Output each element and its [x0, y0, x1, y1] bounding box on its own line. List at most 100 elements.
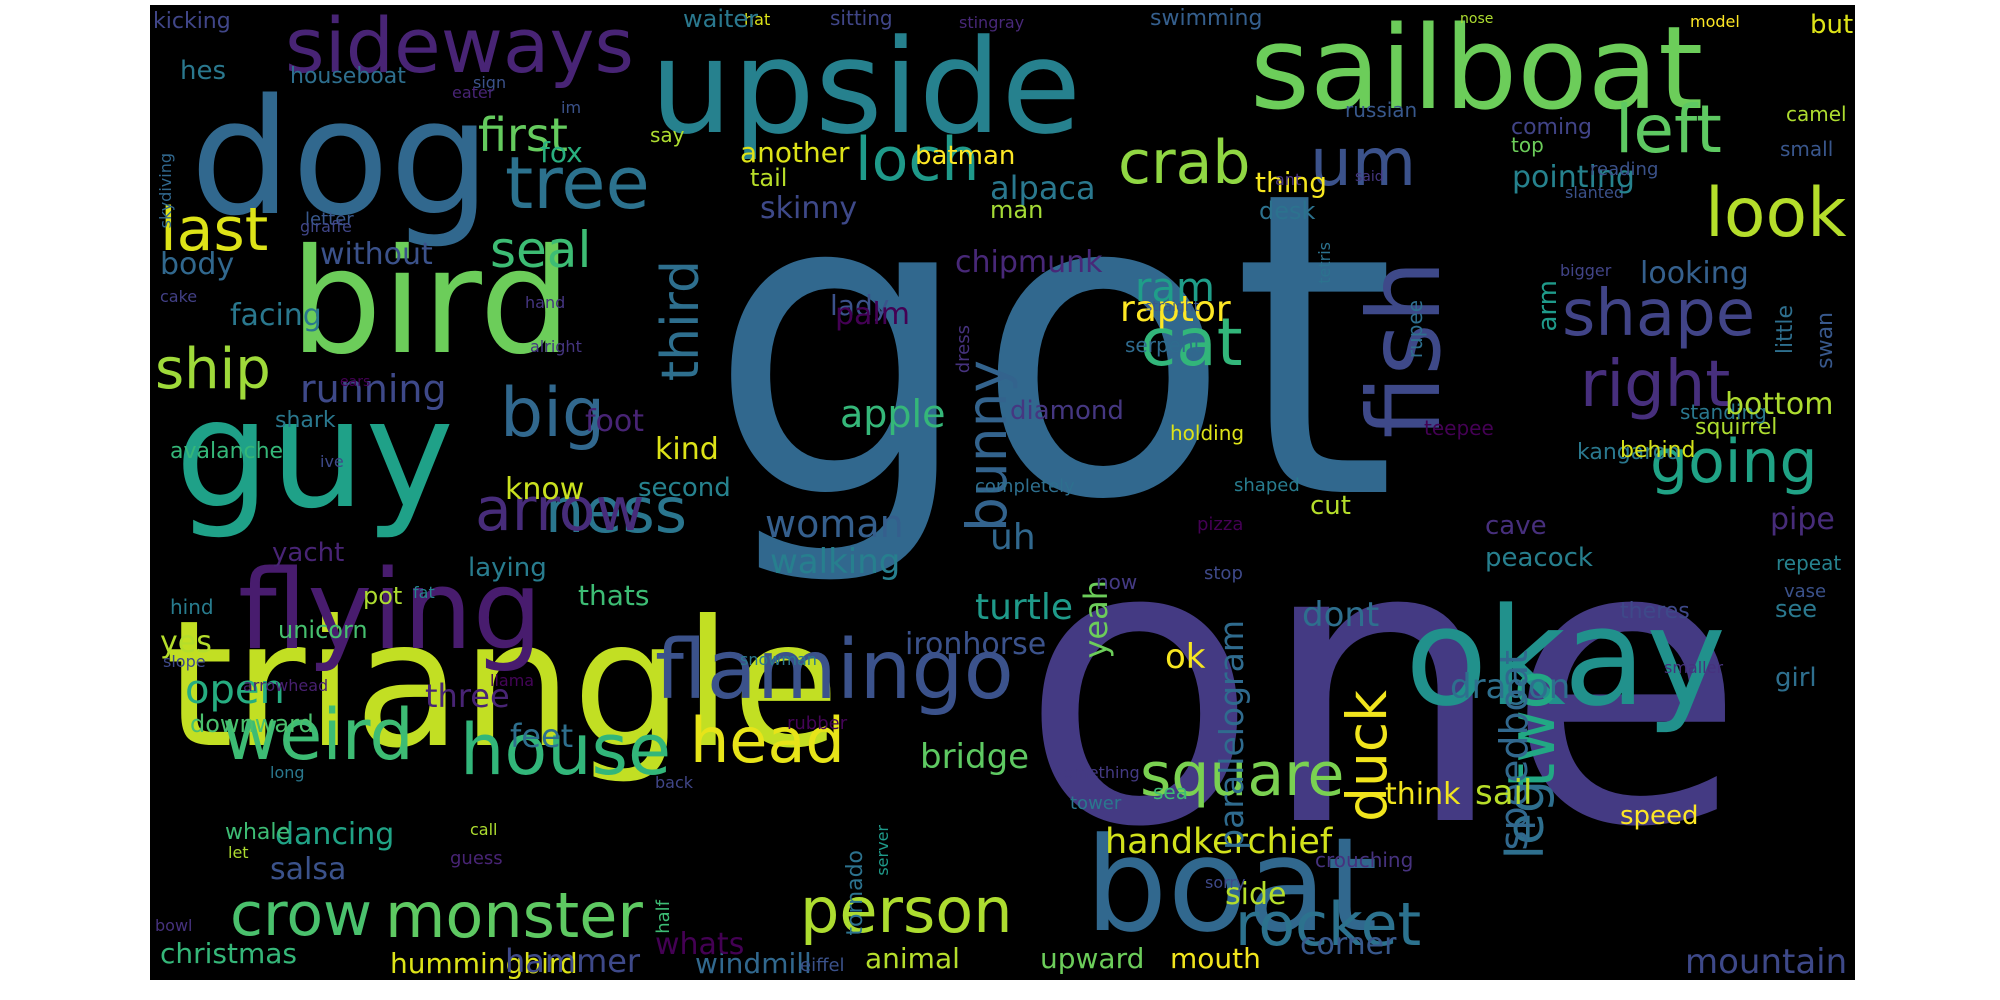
- cloud-word: left: [1615, 91, 1722, 168]
- cloud-word: skinny: [760, 191, 858, 226]
- cloud-word: raptor: [1120, 289, 1231, 330]
- cloud-word: standing: [1680, 400, 1767, 424]
- cloud-word: apple: [840, 392, 946, 436]
- cloud-word: crab: [1118, 128, 1251, 198]
- cloud-word: ram: [1135, 265, 1215, 311]
- cloud-word: houseboat: [290, 64, 406, 89]
- cloud-word: peacock: [1485, 543, 1593, 573]
- cloud-word: house: [460, 709, 672, 791]
- cloud-word: yacht: [272, 538, 345, 568]
- cloud-word: smaller: [1664, 658, 1724, 677]
- cloud-word: swan: [1813, 312, 1838, 369]
- cloud-word: rupee: [1403, 300, 1427, 359]
- cloud-word: turtle: [975, 587, 1073, 628]
- cloud-word: animal: [865, 942, 960, 975]
- cloud-word: cut: [1310, 491, 1351, 521]
- cloud-word: ears: [340, 374, 371, 390]
- cloud-word: fox: [540, 136, 583, 169]
- cloud-word: pot: [363, 582, 403, 610]
- cloud-word: head: [690, 704, 845, 777]
- cloud-word: crow: [230, 880, 373, 950]
- cloud-word: one: [1020, 458, 1746, 912]
- cloud-word: behind: [1620, 438, 1696, 463]
- cloud-word: corner: [1300, 927, 1397, 962]
- cloud-word: dragon: [1450, 667, 1571, 707]
- cloud-word: slope: [163, 652, 206, 671]
- cloud-word: kind: [655, 432, 719, 467]
- cloud-word: top: [1511, 133, 1544, 157]
- cloud-word: triangle: [165, 584, 840, 787]
- cloud-word: call: [470, 820, 498, 839]
- cloud-word: teepee: [1424, 416, 1494, 440]
- cloud-word: sailboat: [1250, 5, 1704, 136]
- cloud-word: got: [708, 103, 1397, 592]
- cloud-word: guess: [450, 848, 503, 869]
- cloud-word: pizza: [1197, 514, 1244, 535]
- cloud-word: okay: [1405, 579, 1727, 736]
- cloud-word: shaped: [1234, 475, 1300, 496]
- cloud-word: walking: [770, 542, 901, 582]
- cloud-word: alpaca: [990, 169, 1096, 207]
- word-cloud: got one triangle sailboat upside dog bird guy ok…: [150, 5, 1855, 980]
- cloud-word: tornado: [843, 850, 868, 936]
- cloud-word: girl: [1775, 663, 1817, 693]
- cloud-word: hind: [170, 595, 214, 619]
- cloud-word: sign: [473, 73, 507, 92]
- cloud-word: im: [561, 98, 582, 117]
- cloud-word: batman: [915, 141, 1016, 171]
- cloud-word: open: [185, 667, 285, 713]
- cloud-word: um: [1310, 124, 1417, 201]
- cloud-word: see: [1775, 595, 1818, 623]
- cloud-word: salsa: [270, 852, 347, 887]
- cloud-word: tree: [505, 141, 650, 225]
- cloud-word: monster: [385, 879, 643, 952]
- cloud-word: arrowhead: [243, 676, 329, 695]
- cloud-word: going: [1650, 427, 1818, 497]
- cloud-word: sail: [1475, 773, 1533, 813]
- cloud-word: straight: [1145, 299, 1200, 315]
- cloud-word: yes: [160, 625, 212, 660]
- cloud-word: look: [1705, 174, 1847, 253]
- cloud-word: body: [160, 247, 235, 282]
- cloud-word: woman: [765, 502, 904, 546]
- cloud-word: thats: [578, 579, 650, 612]
- cloud-word: serpent: [1125, 333, 1202, 357]
- cloud-word: vase: [1784, 581, 1827, 602]
- cloud-word: pointing: [1512, 160, 1635, 195]
- cloud-word: downward: [190, 710, 314, 738]
- cloud-word: diamond: [1010, 396, 1124, 426]
- cloud-word: ant: [1275, 170, 1302, 189]
- cloud-word: second: [638, 473, 731, 503]
- cloud-word: without: [320, 237, 433, 272]
- cloud-word: rubber: [787, 713, 848, 734]
- cloud-word: dress: [953, 325, 974, 374]
- cloud-word: parallelogram: [1212, 620, 1251, 850]
- cloud-word: windmill: [695, 947, 812, 980]
- cloud-word: waiter: [683, 5, 759, 33]
- cloud-word: say: [650, 123, 685, 147]
- cloud-word: know: [505, 472, 585, 507]
- cloud-word: mouth: [1170, 942, 1261, 975]
- cloud-word: fat: [413, 583, 435, 602]
- cloud-word: shark: [275, 408, 336, 433]
- cloud-word: kangaroo: [1577, 440, 1680, 465]
- cloud-word: shape: [1562, 277, 1756, 351]
- cloud-word: giraffe: [300, 217, 352, 236]
- cloud-word: third: [651, 260, 711, 382]
- cloud-word: reading: [1590, 159, 1659, 180]
- cloud-word: camel: [1786, 102, 1847, 126]
- cloud-word: whats: [655, 927, 745, 962]
- cloud-word: ok: [1165, 637, 1206, 677]
- cloud-word: three: [425, 677, 510, 715]
- cloud-word: upward: [1040, 942, 1145, 975]
- cloud-word: last: [160, 195, 269, 265]
- cloud-word: arm: [1533, 280, 1563, 332]
- cloud-word: nose: [1460, 11, 1494, 27]
- cloud-word: whale: [225, 820, 291, 845]
- cloud-word: running: [300, 367, 447, 411]
- cloud-word: letter: [305, 209, 354, 230]
- cloud-word: looking: [1640, 256, 1749, 291]
- cloud-word: dancing: [275, 817, 395, 852]
- cloud-word: flamingo: [655, 623, 1014, 718]
- cloud-word: crouching: [1315, 848, 1414, 872]
